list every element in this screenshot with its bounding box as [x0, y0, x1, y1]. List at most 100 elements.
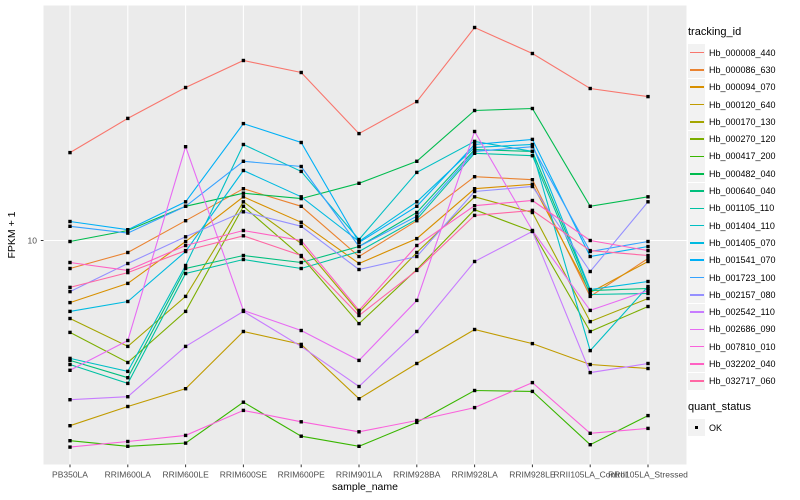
legend-key-point [688, 419, 705, 437]
legend-item-label: Hb_000120_640 [709, 99, 776, 110]
x-tick-label: RRIM600SE [220, 470, 268, 480]
legend-key-line [688, 251, 705, 269]
legend-item-label: Hb_000270_120 [709, 134, 776, 145]
legend-key-line [688, 113, 705, 131]
legend-item-label: Hb_000086_630 [709, 64, 776, 75]
y-axis-title: FPKM + 1 [6, 211, 18, 259]
legend-key-line [688, 130, 705, 148]
line-swatch-icon [689, 69, 704, 71]
legend-item-label: Hb_000170_130 [709, 116, 776, 127]
legend-item-Hb_000640_040: Hb_000640_040 [688, 182, 800, 200]
line-swatch-icon [689, 276, 704, 279]
line-swatch-icon [689, 311, 704, 313]
legend-item-Hb_001105_110: Hb_001105_110 [688, 199, 800, 217]
data-points [68, 25, 650, 449]
legend-key-line [688, 182, 705, 200]
line-swatch-icon [689, 86, 704, 89]
legend-tracking-entries: Hb_000008_440 Hb_000086_630 Hb_000094_070 H… [688, 44, 800, 390]
legend-item-label: Hb_000008_440 [709, 47, 776, 58]
line-swatch-icon [689, 345, 704, 348]
point-square-icon [694, 425, 699, 430]
legend-item-label: Hb_000482_040 [709, 168, 776, 179]
legend-title-quant-status: quant_status [688, 400, 751, 413]
legend-item-label: Hb_000094_070 [709, 82, 776, 93]
legend-item-label: Hb_002157_080 [709, 289, 776, 300]
legend-item-label: Hb_001723_100 [709, 272, 776, 283]
legend-item-Hb_000120_640: Hb_000120_640 [688, 96, 800, 114]
legend-key-line [688, 165, 705, 183]
legend-item-Hb_000094_070: Hb_000094_070 [688, 78, 800, 96]
line-swatch-icon [689, 242, 704, 244]
legend-item-label: Hb_007810_010 [709, 341, 776, 352]
legend-item-Hb_032717_060: Hb_032717_060 [688, 372, 800, 390]
x-tick-label: RRIM928LE [509, 470, 556, 480]
x-tick-labels: PB350LA RRIM600LA RRIM600LE RRIM600SE RRIM60… [52, 470, 688, 480]
legend-key-line [688, 78, 705, 96]
line-swatch-icon [689, 328, 704, 331]
legend-item-Hb_001723_100: Hb_001723_100 [688, 269, 800, 286]
legend-key-line [688, 96, 705, 114]
legend-item-label: Hb_032202_040 [709, 358, 776, 369]
legend-key-line [688, 269, 705, 286]
line-swatch-icon [689, 172, 704, 175]
legend-key-line [688, 286, 705, 304]
legend-key-line [688, 44, 705, 62]
x-tick-label: RRIM600PE [278, 470, 326, 480]
line-swatch-icon [689, 121, 704, 123]
legend-key-line [688, 372, 705, 390]
legend-key-line [688, 303, 705, 321]
legend-item-label: OK [709, 422, 723, 433]
legend-item-label: Hb_001405_070 [709, 237, 776, 248]
legend-key-line [688, 199, 705, 217]
legend-key-line [688, 355, 705, 373]
legend-key-line [688, 217, 705, 235]
x-tick-label: RRIM600LE [162, 470, 209, 480]
x-tick-label: RRIM600LA [105, 470, 152, 480]
legend-key-line [688, 338, 705, 356]
legend-item-label: Hb_032717_060 [709, 376, 776, 387]
legend-item-label: Hb_002686_090 [709, 324, 776, 335]
legend-item-Hb_002157_080: Hb_002157_080 [688, 286, 800, 304]
legend-item-label: Hb_001105_110 [709, 203, 775, 214]
legend-item-Hb_032202_040: Hb_032202_040 [688, 355, 800, 373]
gridlines [43, 5, 687, 465]
line-swatch-icon [689, 224, 704, 227]
x-tick-label: RRII105LA_Control [553, 470, 627, 480]
line-swatch-icon [689, 207, 704, 210]
x-axis-title: sample_name [332, 481, 398, 493]
legend-key-line [688, 147, 705, 165]
line-swatch-icon [689, 380, 704, 383]
legend-item-Hb_000008_440: Hb_000008_440 [688, 44, 800, 62]
legend-item-Hb_000417_200: Hb_000417_200 [688, 147, 800, 165]
line-swatch-icon [689, 51, 704, 54]
legend-item-label: Hb_002542_110 [709, 307, 775, 318]
legend-key-line [688, 320, 705, 338]
legend-panel: tracking_id Hb_000008_440 Hb_000086_630 Hb… [688, 26, 800, 437]
line-swatch-icon [689, 103, 704, 106]
legend-key-line [688, 234, 705, 252]
legend-item-label: Hb_000417_200 [709, 151, 776, 162]
legend-item-Hb_000170_130: Hb_000170_130 [688, 113, 800, 131]
line-swatch-icon [689, 363, 704, 365]
legend-item-Hb_007810_010: Hb_007810_010 [688, 338, 800, 356]
legend-item-Hb_000086_630: Hb_000086_630 [688, 61, 800, 79]
line-swatch-icon [689, 190, 704, 192]
legend-item-Hb_001404_110: Hb_001404_110 [688, 217, 800, 235]
line-swatch-icon [689, 259, 704, 261]
legend-item-Hb_002542_110: Hb_002542_110 [688, 303, 800, 321]
legend-item-Hb_002686_090: Hb_002686_090 [688, 320, 800, 338]
legend-item-quant-ok: OK [688, 419, 800, 437]
y-tick-label: 10 [28, 236, 38, 246]
line-swatch-icon [689, 155, 704, 158]
legend-item-Hb_000270_120: Hb_000270_120 [688, 130, 800, 148]
legend-item-label: Hb_001404_110 [709, 220, 775, 231]
legend-title-tracking-id: tracking_id [688, 26, 742, 38]
legend-item-Hb_001405_070: Hb_001405_070 [688, 234, 800, 252]
legend-item-Hb_000482_040: Hb_000482_040 [688, 165, 800, 183]
x-tick-label: RRII105LA_Stressed [608, 470, 688, 480]
legend-key-line [688, 61, 705, 79]
axis-ticks [40, 240, 649, 468]
legend-item-label: Hb_000640_040 [709, 186, 776, 197]
